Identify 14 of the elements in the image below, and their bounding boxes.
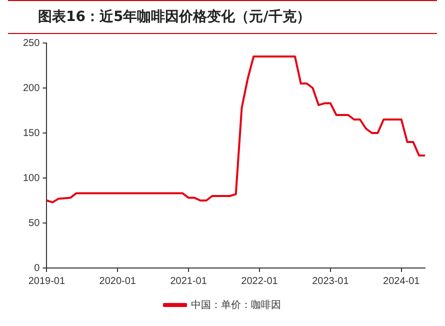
y-tick-label: 200 [22, 82, 40, 94]
x-tick-label: 2024-01 [383, 276, 420, 287]
x-tick-label: 2021-01 [170, 276, 208, 287]
y-tick-label: 150 [22, 128, 40, 139]
x-tick-label: 2022-01 [241, 276, 278, 287]
x-tick-label: 2019-01 [28, 276, 66, 287]
x-tick-label: 2023-01 [312, 276, 350, 287]
y-tick-label: 100 [22, 172, 40, 184]
y-tick-label: 250 [22, 38, 40, 49]
x-tick-label: 2020-01 [99, 276, 136, 287]
legend-label: 中国：单价：咖啡因 [191, 298, 281, 311]
y-tick-label: 0 [34, 262, 40, 274]
y-tick-label: 50 [28, 218, 40, 229]
chart-title: 图表16：近5年咖啡因价格变化（元/千克） [8, 0, 437, 34]
